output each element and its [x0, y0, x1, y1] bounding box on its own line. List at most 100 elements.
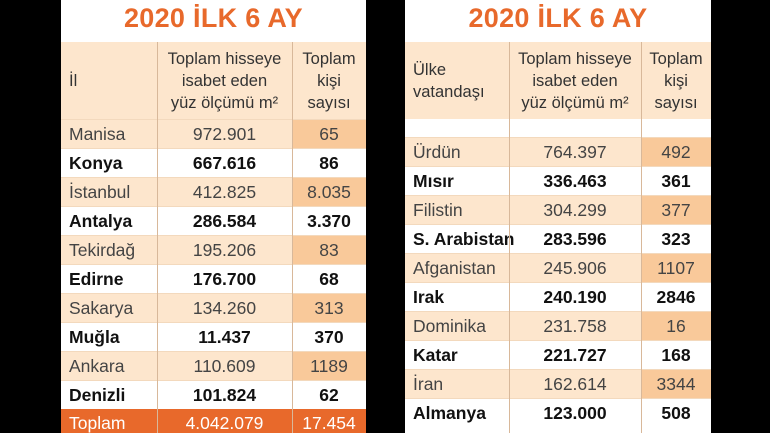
row-count: 86	[319, 153, 339, 173]
table-row: Ürdün 764.397 492	[405, 137, 711, 167]
row-count: 8.035	[292, 178, 366, 207]
table-row: S. Arabistan 283.596 323	[405, 224, 711, 254]
table-row: Katar 221.727 168	[405, 340, 711, 370]
row-area: 110.609	[193, 356, 256, 376]
row-name: Filistin	[413, 200, 463, 220]
table-row: Mısır 336.463 361	[405, 166, 711, 196]
row-name: Antalya	[69, 211, 133, 231]
table-row: Ankara 110.609 1189	[61, 351, 366, 381]
row-name: Dominika	[413, 316, 486, 336]
row-count: 62	[319, 385, 339, 405]
table-row: Denizli 101.824 62	[61, 380, 366, 410]
total-area: 4.042.079	[185, 413, 264, 433]
row-count: 492	[641, 138, 711, 167]
column-divider	[292, 42, 293, 433]
column-divider	[509, 42, 510, 433]
table-row: Dominika 231.758 16	[405, 311, 711, 341]
row-area: 286.584	[192, 211, 257, 231]
row-name: Katar	[413, 345, 458, 365]
column-divider	[157, 42, 158, 433]
header-country: Ülke vatandaşı	[413, 61, 485, 101]
row-name: Ürdün	[413, 142, 461, 162]
table-row: Edirne 176.700 68	[61, 264, 366, 294]
row-name: Irak	[413, 287, 445, 307]
row-area: 240.190	[543, 287, 607, 307]
country-table-panel: 2020 İLK 6 AY Ülke vatandaşı Toplam hiss…	[405, 0, 711, 433]
row-name: Manisa	[69, 124, 126, 144]
row-name: İran	[413, 374, 444, 394]
table-header: Ülke vatandaşı Toplam hisseye isabet ede…	[405, 42, 711, 119]
panel-title: 2020 İLK 6 AY	[123, 3, 303, 33]
row-name: Sakarya	[69, 298, 134, 318]
header-province: İl	[69, 72, 78, 90]
row-area: 764.397	[543, 142, 607, 162]
row-count: 3.370	[307, 211, 351, 231]
column-divider	[641, 42, 642, 433]
row-area: 283.596	[543, 229, 607, 249]
row-area: 162.614	[543, 374, 607, 394]
total-row: Toplam 4.042.079 17.454	[61, 409, 366, 433]
row-name: Tekirdağ	[69, 240, 136, 260]
table-row: Tekirdağ 195.206 83	[61, 235, 366, 265]
province-table-panel: 2020 İLK 6 AY İl Toplam hisseye isabet e…	[61, 0, 366, 433]
table-row: Sakarya 134.260 313	[61, 293, 366, 323]
row-count: 377	[641, 196, 711, 225]
row-count: 323	[661, 229, 691, 249]
row-name: Muğla	[69, 327, 120, 347]
row-count: 168	[661, 345, 691, 365]
row-area: 245.906	[543, 258, 607, 278]
header-count: Toplam kişi sayısı	[649, 50, 703, 112]
table-row: Antalya 286.584 3.370	[61, 206, 366, 236]
row-count: 1189	[292, 352, 366, 381]
row-area: 11.437	[198, 327, 251, 347]
row-area: 304.299	[543, 200, 607, 220]
row-name: Almanya	[413, 403, 486, 423]
panel-title: 2020 İLK 6 AY	[468, 3, 648, 33]
row-count: 313	[292, 294, 366, 323]
row-count: 68	[319, 269, 339, 289]
table-header: İl Toplam hisseye isabet eden yüz ölçümü…	[61, 42, 366, 119]
row-name: Denizli	[69, 385, 126, 405]
row-area: 412.825	[192, 182, 257, 202]
row-area: 176.700	[192, 269, 257, 289]
row-area: 336.463	[543, 171, 607, 191]
row-count: 16	[641, 312, 711, 341]
row-count: 370	[314, 327, 344, 347]
row-name: İstanbul	[69, 182, 131, 202]
total-count: 17.454	[302, 413, 356, 433]
row-area: 123.000	[543, 403, 607, 423]
table-row: İstanbul 412.825 8.035	[61, 177, 366, 207]
row-count: 361	[661, 171, 691, 191]
row-area: 231.758	[543, 316, 607, 336]
row-name: Afganistan	[413, 258, 496, 278]
table-row: Filistin 304.299 377	[405, 195, 711, 225]
row-count: 83	[292, 236, 366, 265]
row-name: Konya	[69, 153, 123, 173]
table-row: Konya 667.616 86	[61, 148, 366, 178]
table-row: Afganistan 245.906 1107	[405, 253, 711, 283]
total-label: Toplam	[69, 413, 126, 433]
row-name: S. Arabistan	[413, 229, 515, 249]
header-count: Toplam kişi sayısı	[302, 50, 356, 112]
row-area: 195.206	[192, 240, 257, 260]
row-area: 101.824	[192, 385, 257, 405]
row-area: 134.260	[192, 298, 257, 318]
table-row: İran 162.614 3344	[405, 369, 711, 399]
table-row: Almanya 123.000 508	[405, 398, 711, 428]
row-area: 972.901	[192, 124, 257, 144]
row-area: 667.616	[192, 153, 257, 173]
table-row: Muğla 11.437 370	[61, 322, 366, 352]
table-row: Irak 240.190 2846	[405, 282, 711, 312]
header-area: Toplam hisseye isabet eden yüz ölçümü m²	[518, 50, 632, 112]
table-row: Manisa 972.901 65	[61, 119, 366, 149]
row-count: 65	[292, 120, 366, 149]
row-count: 2846	[656, 287, 696, 307]
row-count: 1107	[641, 254, 711, 283]
header-area: Toplam hisseye isabet eden yüz ölçümü m²	[167, 50, 282, 112]
row-name: Mısır	[413, 171, 454, 191]
row-name: Edirne	[69, 269, 124, 289]
row-area: 221.727	[543, 345, 607, 365]
row-count: 508	[661, 403, 691, 423]
row-count: 3344	[641, 370, 711, 399]
row-name: Ankara	[69, 356, 125, 376]
